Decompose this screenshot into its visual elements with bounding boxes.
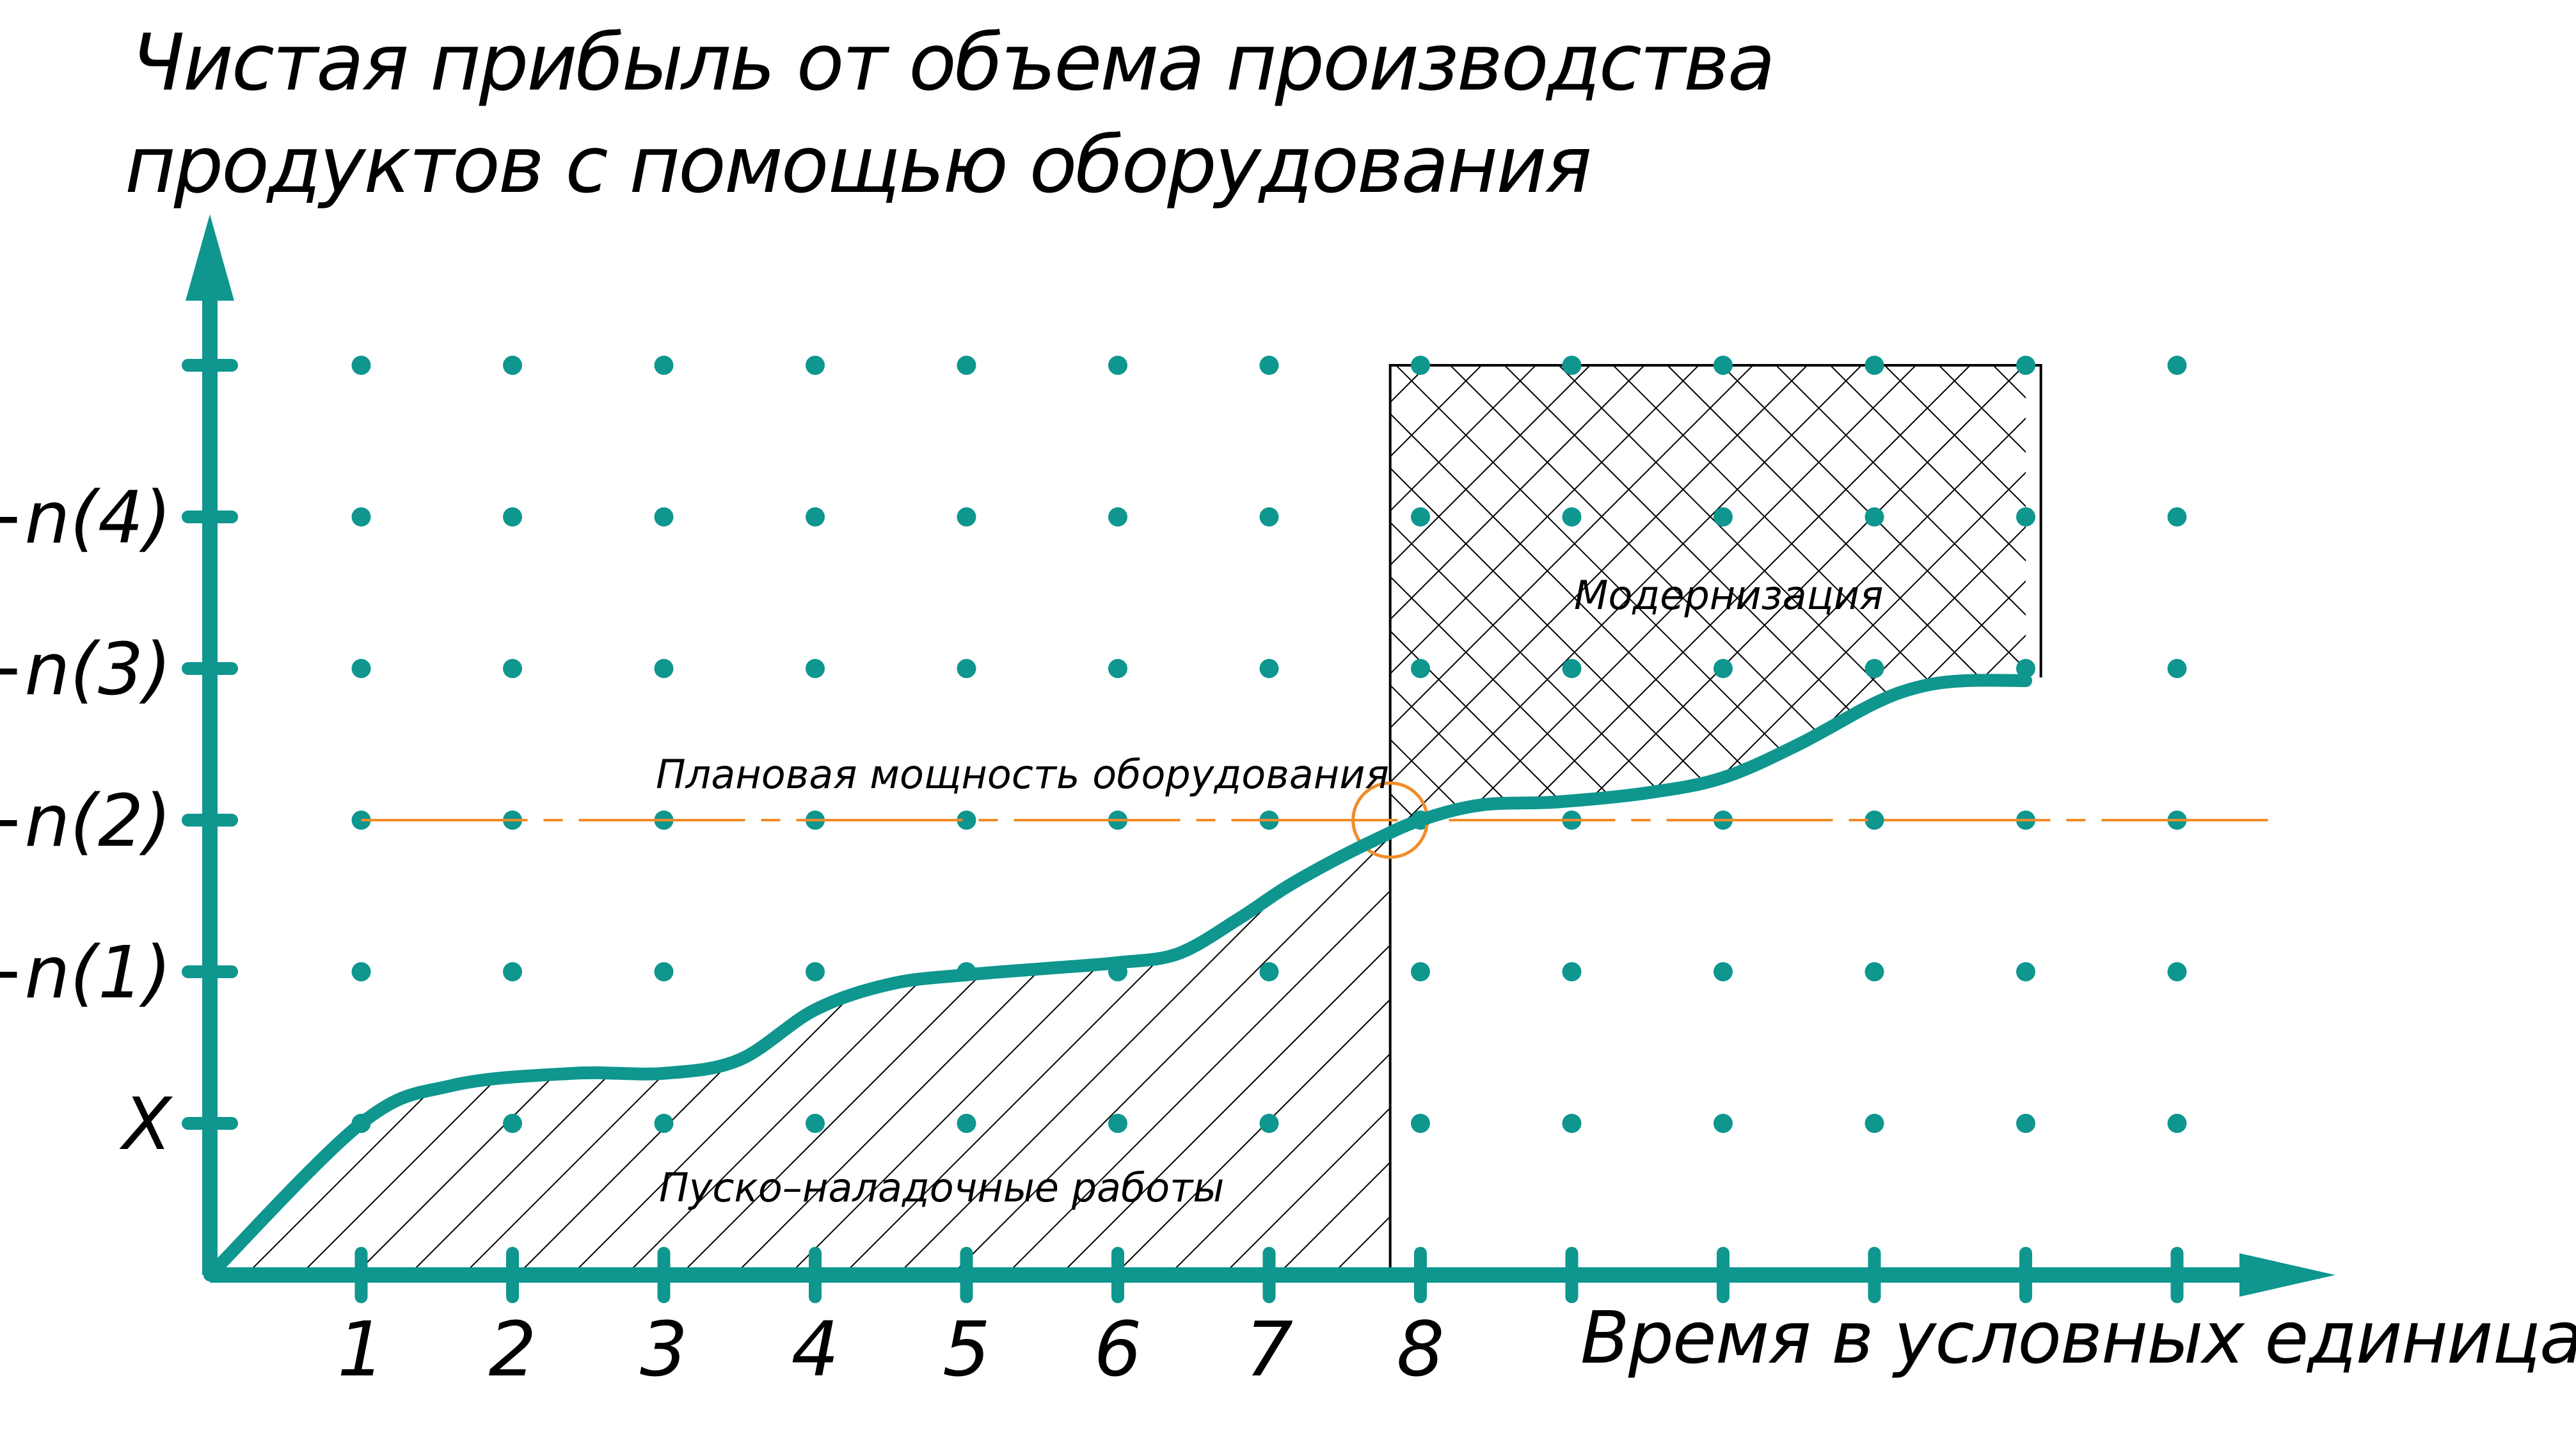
grid-dot	[1411, 962, 1430, 981]
grid-dot	[2167, 659, 2187, 678]
series-line-group	[203, 674, 2032, 1281]
x-tick-label: 4	[791, 1305, 839, 1393]
grid-dot	[1411, 659, 1430, 678]
y-tick-label: X+n(1)	[0, 931, 171, 1015]
grid-dot	[806, 962, 825, 981]
grid-dot	[1864, 507, 1884, 527]
grid-dot	[2167, 507, 2187, 527]
grid-dot	[1108, 1114, 1127, 1133]
grid-dot	[806, 356, 825, 375]
grid-dot	[1411, 356, 1430, 375]
grid-dot	[2016, 507, 2035, 527]
grid-dot	[654, 1114, 674, 1133]
grid-dot	[1713, 356, 1733, 375]
grid-dot	[806, 659, 825, 678]
chart-title-line-1: Чистая прибыль от объема производства	[131, 17, 1774, 108]
grid-dot	[351, 659, 371, 678]
y-tick-label: X+n(4)	[0, 477, 171, 560]
grid-dot	[503, 356, 522, 375]
x-tick-label: 6	[1093, 1305, 1141, 1393]
grid-dot	[1411, 507, 1430, 527]
x-axis-arrow	[2239, 1253, 2335, 1297]
grid-dot	[1259, 962, 1279, 981]
grid-dot	[806, 1114, 825, 1133]
region-labels: Пуско–наладочные работы Модернизация	[659, 572, 1883, 1211]
grid-dot	[351, 507, 371, 527]
grid-dot	[957, 1114, 976, 1133]
x-tick-label: 3	[640, 1305, 688, 1393]
grid-dot	[1713, 507, 1733, 527]
grid-dots	[351, 356, 2187, 1133]
grid-dot	[654, 659, 674, 678]
grid-dot	[2167, 962, 2187, 981]
planned-capacity-label: Плановая мощность оборудования	[656, 751, 1389, 798]
y-axis-arrow	[186, 214, 234, 301]
grid-dot	[1864, 356, 1884, 375]
grid-dot	[1259, 507, 1279, 527]
grid-dot	[654, 507, 674, 527]
y-tick-label: X+n(2)	[0, 780, 171, 863]
x-tick-label: 1	[337, 1305, 385, 1393]
grid-dot	[1713, 1114, 1733, 1133]
chart-title: Чистая прибыль от объема производства пр…	[125, 17, 1776, 210]
axes	[182, 214, 2335, 1303]
grid-dot	[503, 962, 522, 981]
grid-dot	[2016, 356, 2035, 375]
x-tick-label: 8	[1396, 1305, 1444, 1393]
grid-dot	[1562, 356, 1582, 375]
grid-dot	[1259, 659, 1279, 678]
series-line	[203, 674, 2032, 1281]
x-tick-label: 2	[488, 1305, 536, 1393]
grid-dot	[2016, 1114, 2035, 1133]
grid-dot	[1562, 962, 1582, 981]
planned-capacity: Плановая мощность оборудования	[361, 751, 2284, 859]
grid-dot	[2016, 962, 2035, 981]
grid-dot	[1108, 356, 1127, 375]
grid-dot	[1562, 507, 1582, 527]
grid-dot	[2167, 356, 2187, 375]
grid-dot	[503, 1114, 522, 1133]
grid-dot	[654, 962, 674, 981]
grid-dot	[1864, 1114, 1884, 1133]
grid-dot	[503, 659, 522, 678]
region-commissioning-label: Пуско–наладочные работы	[659, 1164, 1224, 1211]
grid-dot	[957, 659, 976, 678]
grid-dot	[2167, 1114, 2187, 1133]
grid-dot	[1562, 659, 1582, 678]
grid-dot	[1713, 962, 1733, 981]
grid-dot	[957, 356, 976, 375]
region-modernization-label: Модернизация	[1574, 572, 1883, 619]
grid-dot	[1411, 1114, 1430, 1133]
y-tick-label: X	[119, 1083, 173, 1166]
grid-dot	[1259, 1114, 1279, 1133]
grid-dot	[1864, 659, 1884, 678]
grid-dot	[957, 811, 976, 830]
tick-labels: 1 2 3 4 5 6 7 8 X X+n(1) X+n(2) X+n(3) X+n(4) Время в…	[0, 477, 2576, 1393]
grid-dot	[654, 356, 674, 375]
grid-dot	[957, 507, 976, 527]
x-tick-label: 7	[1245, 1305, 1293, 1393]
x-axis-label: Время в условных единицах	[1580, 1297, 2576, 1380]
grid-dot	[1259, 356, 1279, 375]
grid-dot	[351, 356, 371, 375]
grid-dot	[503, 507, 522, 527]
grid-dot	[1108, 659, 1127, 678]
grid-dot	[1864, 811, 1884, 830]
chart-title-line-2: продуктов с помощью оборудования	[125, 120, 1590, 210]
y-tick-label: X+n(3)	[0, 628, 171, 711]
grid-dot	[1713, 659, 1733, 678]
grid-dot	[806, 507, 825, 527]
grid-dot	[1864, 962, 1884, 981]
grid-dot	[2016, 659, 2035, 678]
grid-dot	[351, 962, 371, 981]
grid-dot	[1108, 507, 1127, 527]
grid-dot	[1562, 1114, 1582, 1133]
x-tick-label: 5	[942, 1305, 990, 1393]
